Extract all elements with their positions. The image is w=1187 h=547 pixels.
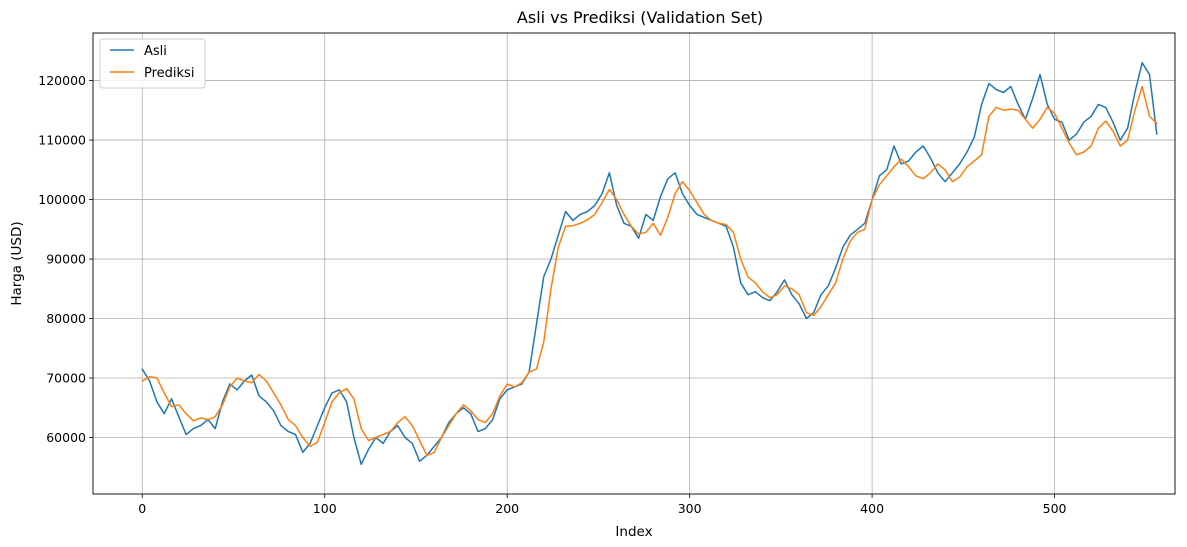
legend-label-asli: Asli [144,44,167,59]
x-tick-label: 200 [495,501,519,516]
y-tick-label: 70000 [46,371,86,386]
x-tick-label: 0 [138,501,146,516]
x-tick-label: 400 [860,501,884,516]
x-axis-label: Index [615,524,652,540]
y-tick-label: 90000 [46,252,86,267]
y-tick-label: 120000 [38,73,86,88]
y-tick-label: 100000 [38,192,86,207]
series-line-asli [141,61,1158,466]
grid-lines [93,33,1175,494]
plot-frame [92,32,1176,495]
legend-box [99,38,206,89]
y-axis: 60000 70000 80000 90000 100000 110000 120000 [38,73,93,445]
series-line-prediksi [141,85,1158,457]
series-layer [141,61,1158,466]
legend-label-prediksi: Prediksi [144,66,194,81]
x-tick-label: 500 [1043,501,1067,516]
y-tick-label: 80000 [46,311,86,326]
chart-title: Asli vs Prediksi (Validation Set) [517,8,763,27]
y-axis-label: Harga (USD) [9,221,25,305]
legend: Asli Prediksi [99,38,206,89]
x-tick-label: 100 [313,501,337,516]
y-tick-label: 60000 [46,430,86,445]
y-tick-label: 110000 [38,133,86,148]
x-tick-label: 300 [678,501,702,516]
x-axis: 0 100 200 300 400 500 [138,494,1067,516]
